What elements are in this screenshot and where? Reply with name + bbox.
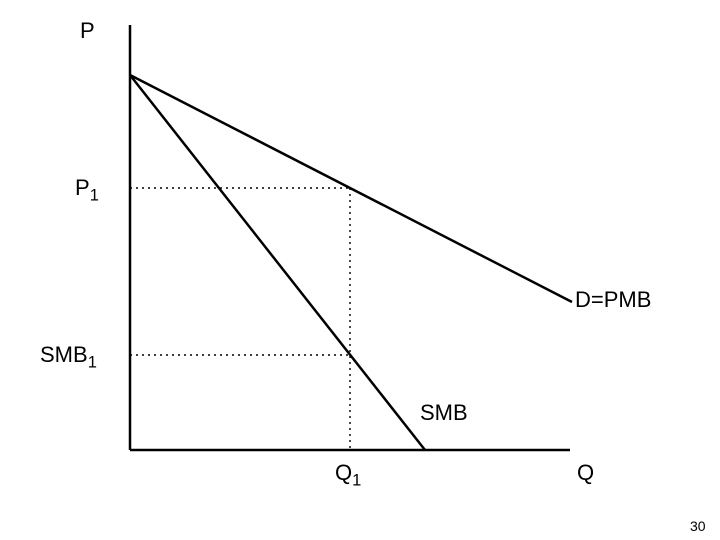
smb1-tick-sub: 1 bbox=[88, 353, 97, 371]
chart-container: P Q D=PMB SMB P1 SMB1 Q1 30 bbox=[0, 0, 720, 540]
p1-tick-label: P1 bbox=[75, 175, 99, 205]
p1-tick-text: P bbox=[75, 175, 90, 200]
y-axis-label: P bbox=[80, 18, 95, 44]
page-number: 30 bbox=[690, 518, 706, 534]
p1-tick-sub: 1 bbox=[90, 186, 99, 204]
x-axis-label: Q bbox=[577, 460, 594, 486]
q1-tick-text: Q bbox=[335, 460, 352, 485]
smb-line-label: SMB bbox=[420, 400, 468, 426]
chart-svg bbox=[0, 0, 720, 540]
smb-line bbox=[130, 75, 425, 450]
smb1-tick-label: SMB1 bbox=[40, 342, 97, 372]
q1-tick-label: Q1 bbox=[335, 460, 361, 490]
q1-tick-sub: 1 bbox=[352, 471, 361, 489]
pmb-line-label: D=PMB bbox=[575, 287, 651, 313]
smb1-tick-text: SMB bbox=[40, 342, 88, 367]
